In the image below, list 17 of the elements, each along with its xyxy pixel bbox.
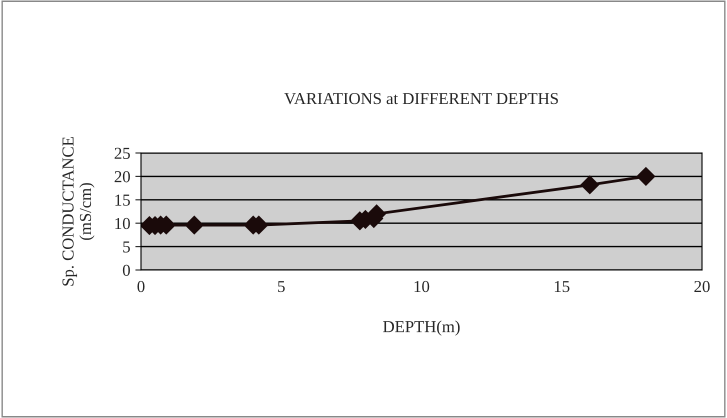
y-tick-label: 5 — [123, 241, 130, 253]
x-tick-label: 0 — [137, 280, 145, 292]
x-tick-label: 10 — [414, 280, 430, 292]
point — [184, 216, 204, 234]
y-axis-title: Sp. CONDUCTANCE (mS/cm) — [62, 137, 94, 286]
point — [580, 175, 600, 194]
x-tick-label: 20 — [694, 280, 710, 292]
y-tick-label: 15 — [115, 194, 130, 206]
y-tick-label: 20 — [114, 171, 130, 182]
x-axis-title: DEPTH(m) — [383, 320, 460, 336]
y-tick-label: 0 — [122, 264, 130, 276]
point — [636, 167, 656, 186]
y-tick-label: 25 — [114, 148, 130, 159]
chart-title: VARIATIONS at DIFFERENT DEPTHS — [284, 92, 558, 104]
x-tick-label: 15 — [554, 280, 570, 292]
x-tick-label: 5 — [278, 281, 285, 292]
y-tick-label: 10 — [115, 218, 130, 230]
